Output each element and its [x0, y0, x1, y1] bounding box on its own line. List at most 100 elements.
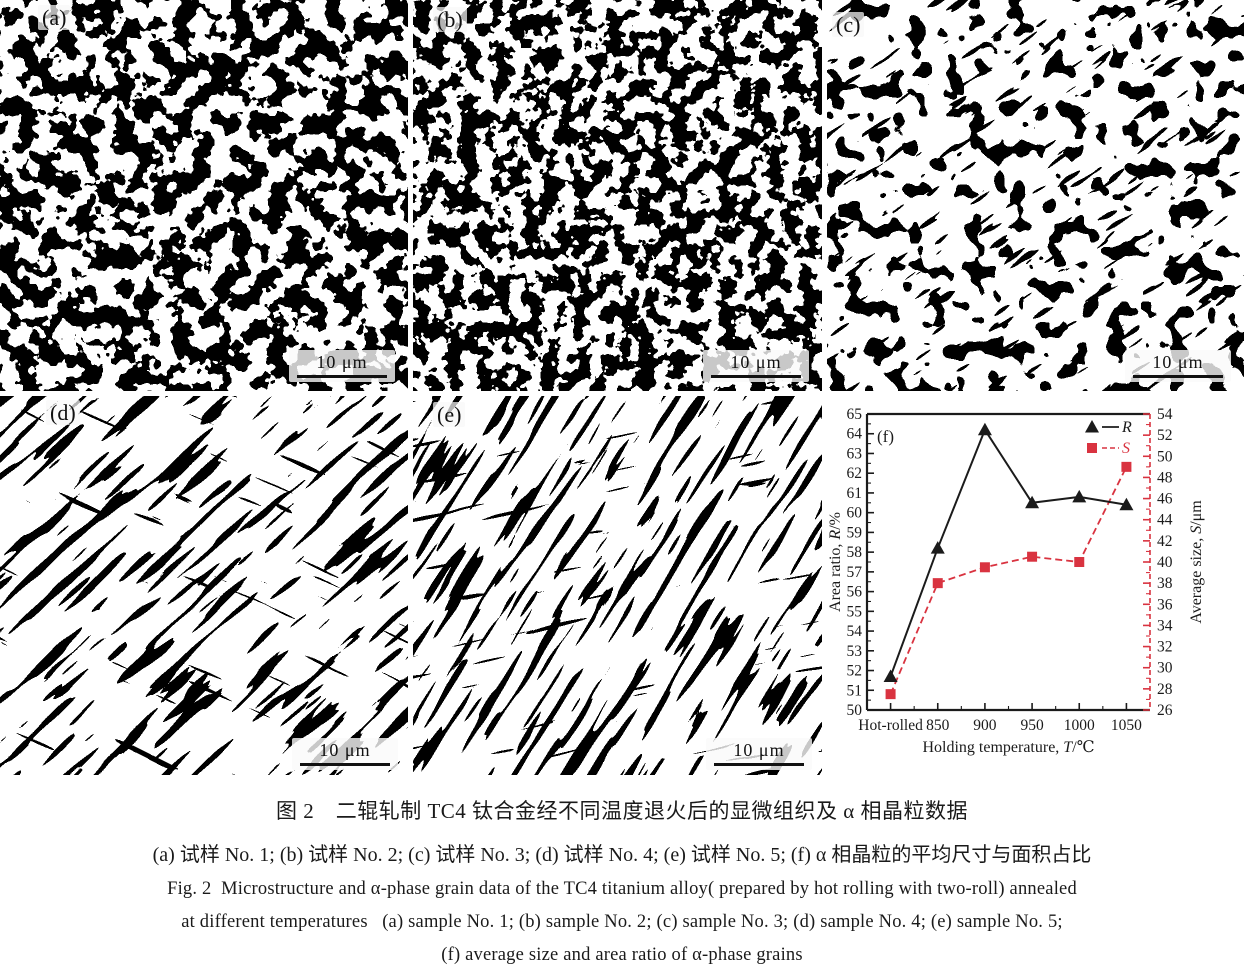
scale-bar-line: [297, 375, 387, 378]
right-tick-label: 46: [1157, 491, 1173, 508]
right-tick-label: 44: [1157, 512, 1173, 529]
scale-bar-a: 10 μm: [289, 350, 395, 382]
right-tick-label: 38: [1157, 575, 1173, 592]
left-tick-label: 57: [847, 564, 863, 581]
scale-bar-e: 10 μm: [706, 738, 812, 770]
series-R-point: [883, 669, 898, 682]
x-axis: Hot-rolled 850 900 950 1000 1050: [858, 703, 1142, 734]
scale-bar-line: [714, 763, 804, 766]
lamellae-texture-cross: [413, 396, 822, 775]
x-tick-label: 950: [1020, 717, 1044, 734]
micrograph-image-e: [413, 396, 822, 775]
chart-panel-f: 50 51 52 53 54 55 56 57 58 59 60 61 62 63 64 65 26 28 30 32…: [827, 396, 1244, 775]
series-S-point: [979, 562, 990, 573]
x-tick-label: 1050: [1111, 717, 1142, 734]
scale-bar-label: 10 μm: [733, 740, 785, 760]
legend-S-label: S: [1122, 440, 1130, 457]
right-tick-label: 54: [1157, 406, 1173, 423]
scale-bar-d: 10 μm: [292, 738, 398, 770]
legend-S-marker: [1087, 443, 1097, 453]
caption-en-line1: Fig. 2 Microstructure and α-phase grain …: [167, 879, 1077, 899]
x-tick-label: 850: [926, 717, 950, 734]
scale-bar-label: 10 μm: [319, 740, 371, 760]
legend-R-marker: [1085, 420, 1099, 433]
panel-label-d: (d): [46, 400, 80, 426]
scale-bar-line: [300, 763, 390, 766]
figure-2-grid: (a) 10 μm (b) 10 μm: [0, 0, 1244, 775]
series-R-point: [1025, 495, 1040, 509]
micrograph-panel-a: (a) 10 μm: [0, 0, 408, 391]
series-S-point: [932, 578, 943, 589]
micrograph-panel-d: (d) 10 μm: [0, 396, 408, 775]
right-tick-label: 32: [1157, 639, 1173, 656]
panel-label-f: (f): [877, 427, 894, 446]
left-axis-title: Area ratio, R/%: [827, 512, 844, 612]
scale-bar-label: 10 μm: [730, 352, 782, 372]
x-axis-title: Holding temperature, T/℃: [922, 739, 1094, 756]
micrograph-image-d: [0, 396, 408, 775]
caption-zh-title: 图 2 二辊轧制 TC4 钛合金经不同温度退火后的显微组织及 α 相晶粒数据: [275, 799, 969, 823]
legend-R-label: R: [1121, 419, 1132, 436]
series-R-point: [1119, 497, 1134, 511]
right-tick-label: 26: [1157, 702, 1173, 719]
x-tick-label: 900: [973, 717, 997, 734]
scale-bar-line: [1133, 375, 1223, 378]
series-R-point: [1072, 489, 1087, 503]
series-R-point: [977, 422, 992, 436]
series-S-point: [1027, 551, 1038, 562]
micrograph-panel-e: (e) 10 μm: [413, 396, 822, 775]
left-tick-label: 54: [847, 623, 863, 640]
left-tick-label: 59: [847, 524, 863, 541]
lamellae-texture-cross: [0, 396, 408, 775]
left-tick-label: 63: [847, 445, 863, 462]
left-tick-label: 53: [847, 643, 863, 660]
right-tick-label: 50: [1157, 448, 1173, 465]
micrograph-panel-b: (b) 10 μm: [413, 0, 822, 391]
left-tick-label: 62: [847, 465, 863, 482]
scale-bar-line: [711, 375, 801, 378]
series-S-point: [885, 689, 896, 700]
panel-label-a: (a): [38, 5, 71, 31]
micrograph-image-a: [0, 0, 408, 391]
left-tick-label: 60: [847, 505, 863, 522]
grain-data-chart: 50 51 52 53 54 55 56 57 58 59 60 61 62 63 64 65 26 28 30 32…: [827, 406, 1205, 756]
right-tick-label: 42: [1157, 533, 1173, 550]
caption-zh-subtitle: (a) 试样 No. 1; (b) 试样 No. 2; (c) 试样 No. 3…: [152, 844, 1092, 866]
scale-bar-label: 10 μm: [1152, 352, 1204, 372]
left-tick-label: 52: [847, 663, 863, 680]
left-tick-label: 51: [847, 682, 863, 699]
micrograph-image-b: [413, 0, 822, 391]
series-S-point: [1074, 557, 1085, 567]
right-tick-label: 28: [1157, 681, 1173, 698]
figure-captions: 图 2 二辊轧制 TC4 钛合金经不同温度退火后的显微组织及 α 相晶粒数据 (…: [0, 775, 1244, 973]
caption-en-line2: at different temperatures (a) sample No.…: [181, 912, 1063, 932]
right-tick-label: 36: [1157, 596, 1173, 613]
grain-texture: [0, 0, 408, 391]
right-tick-label: 34: [1157, 617, 1173, 634]
scale-bar-label: 10 μm: [316, 352, 368, 372]
left-tick-label: 65: [847, 406, 863, 423]
series-S-point: [1121, 461, 1132, 472]
right-tick-label: 30: [1157, 660, 1173, 677]
series-R-point: [930, 541, 945, 554]
x-tick-label: Hot-rolled: [858, 717, 923, 734]
right-tick-label: 40: [1157, 554, 1173, 571]
micrograph-panel-c: (c) 10 μm: [827, 0, 1244, 391]
x-tick-label: 1000: [1064, 717, 1095, 734]
left-tick-label: 50: [847, 702, 863, 719]
left-tick-label: 56: [847, 584, 863, 601]
panel-label-e: (e): [433, 402, 466, 428]
grain-texture: [413, 0, 822, 391]
left-tick-label: 55: [847, 603, 863, 620]
series-R-line: [889, 427, 1127, 677]
micrograph-image-c: [827, 0, 1244, 391]
panel-label-b: (b): [433, 7, 467, 33]
left-axis: 50 51 52 53 54 55 56 57 58 59 60 61 62 63 64 65: [847, 406, 874, 719]
caption-en-line3: (f) average size and area ratio of α-pha…: [441, 945, 803, 965]
left-tick-label: 64: [847, 426, 863, 443]
right-axis-title: Average size, S/μm: [1188, 500, 1205, 624]
series-S-line: [889, 466, 1128, 695]
lamellae-texture: [827, 0, 1244, 391]
scale-bar-c: 10 μm: [1125, 350, 1231, 382]
